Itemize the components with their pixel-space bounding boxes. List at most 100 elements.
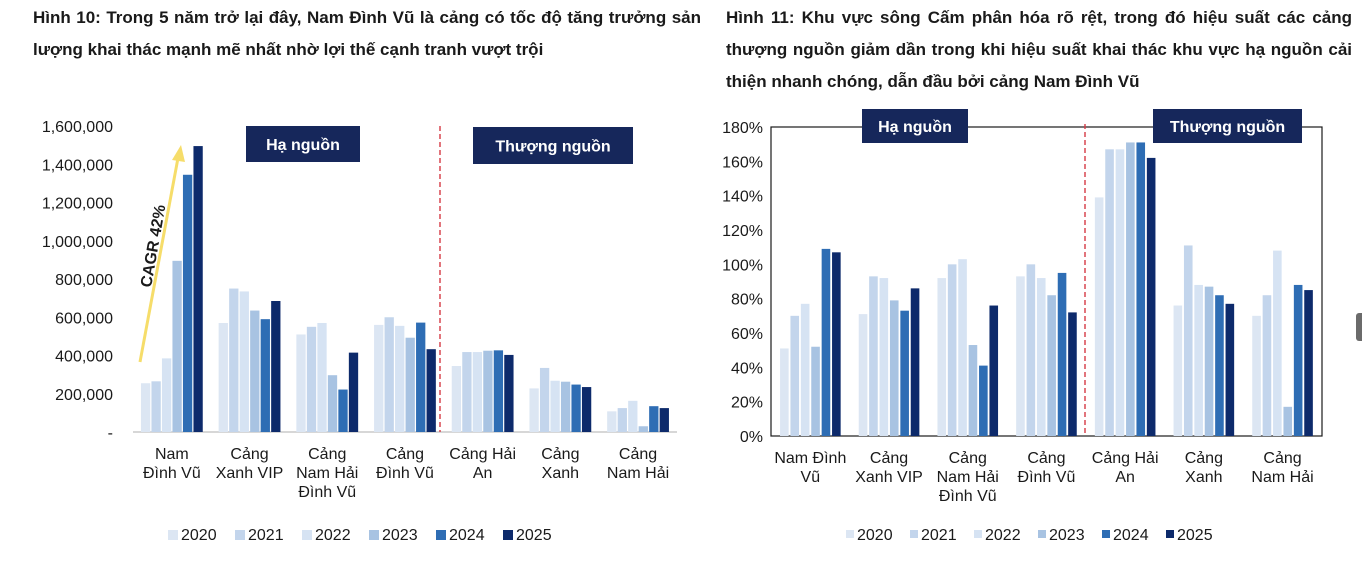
- bar-2020: [451, 366, 462, 432]
- cagr-annotation: CAGR 42%: [138, 203, 169, 288]
- bar-2022: [800, 303, 810, 436]
- bar-2023: [1126, 142, 1135, 436]
- legend-label-2020: 2020: [857, 527, 893, 544]
- bar-2025: [1068, 312, 1077, 436]
- category-label: Cảng: [541, 446, 579, 463]
- bar-2023: [638, 426, 648, 432]
- legend-swatch-2020: [168, 530, 178, 540]
- bar-2022: [1194, 284, 1203, 436]
- legend-label-2025: 2025: [1177, 527, 1213, 544]
- legend-swatch-2021: [910, 530, 918, 538]
- bar-2021: [151, 381, 161, 432]
- bar-2022: [161, 358, 172, 432]
- bar-2022: [879, 278, 889, 436]
- bar-2023: [1047, 295, 1056, 436]
- bar-2020: [140, 383, 151, 432]
- y-tick-label: 1,400,000: [42, 157, 113, 174]
- category-label: Đình Vũ: [376, 465, 434, 482]
- bar-2020: [858, 314, 868, 436]
- bar-2023: [405, 337, 415, 432]
- category-label: Đình Vũ: [1018, 469, 1076, 486]
- bar-2024: [182, 174, 193, 433]
- bar-2022: [1036, 278, 1046, 436]
- bar-2020: [374, 324, 384, 432]
- legend-label-2022: 2022: [985, 527, 1021, 544]
- bar-2020: [780, 348, 789, 436]
- bar-2024: [493, 350, 504, 432]
- bar-2024: [416, 322, 426, 432]
- category-label: Cảng: [949, 450, 987, 467]
- category-label: Cảng: [619, 446, 657, 463]
- bar-2025: [271, 300, 281, 432]
- bar-2025: [659, 408, 669, 432]
- bar-2023: [889, 300, 899, 436]
- bar-2024: [1057, 272, 1067, 436]
- bar-2025: [504, 354, 514, 432]
- bar-2024: [649, 406, 659, 432]
- bar-2020: [1252, 315, 1261, 436]
- legend-swatch-2022: [974, 530, 982, 538]
- bar-2024: [1293, 284, 1303, 436]
- figure-10-title: Hình 10: Trong 5 năm trở lại đây, Nam Đì…: [33, 8, 701, 59]
- bar-2021: [1183, 245, 1193, 436]
- group-label: Thượng nguồn: [1170, 119, 1285, 136]
- legend-label-2024: 2024: [449, 527, 485, 544]
- group-label: Hạ nguồn: [266, 137, 340, 154]
- legend-swatch-2022: [302, 530, 312, 540]
- legend-swatch-2024: [436, 530, 446, 540]
- bar-2025: [1225, 303, 1235, 436]
- bar-2021: [947, 264, 957, 436]
- category-label: Nam Đình: [774, 450, 846, 467]
- legend-swatch-2025: [1166, 530, 1174, 538]
- legend-label-2023: 2023: [382, 527, 418, 544]
- bar-2023: [250, 310, 260, 432]
- legend-swatch-2023: [1038, 530, 1046, 538]
- bar-2020: [1094, 197, 1104, 436]
- legend-label-2023: 2023: [1049, 527, 1085, 544]
- bar-2023: [483, 350, 493, 432]
- category-label: Cảng: [308, 446, 346, 463]
- category-label: Cảng: [1263, 450, 1301, 467]
- group-label-box: [246, 126, 360, 162]
- y-tick-label: 120%: [722, 223, 763, 240]
- group-label-box: [862, 109, 968, 143]
- y-tick-label: 1,200,000: [42, 196, 113, 213]
- y-tick-label: 600,000: [55, 310, 113, 327]
- bar-2022: [317, 322, 327, 432]
- bar-2021: [617, 408, 627, 432]
- bar-2022: [1115, 149, 1125, 437]
- cagr-arrowhead: [172, 145, 185, 162]
- bar-2022: [628, 400, 638, 432]
- category-label: Cảng: [386, 446, 424, 463]
- bar-2020: [937, 278, 947, 436]
- group-label: Hạ nguồn: [878, 119, 952, 136]
- bar-2025: [1146, 157, 1156, 436]
- category-label: Cảng Hải: [449, 446, 516, 463]
- legend-label-2024: 2024: [1113, 527, 1149, 544]
- category-label: Xanh VIP: [855, 469, 923, 486]
- legend-label-2025: 2025: [516, 527, 552, 544]
- figure-11-title: Hình 11: Khu vực sông Cấm phân hóa rõ rệ…: [726, 8, 1352, 91]
- bar-2020: [1016, 276, 1025, 436]
- bar-2025: [832, 252, 841, 436]
- bar-2023: [327, 375, 338, 432]
- y-tick-label: 800,000: [55, 272, 113, 289]
- scrollbar-handle[interactable]: [1356, 313, 1362, 341]
- bar-2020: [296, 334, 306, 432]
- category-label: Cảng: [1027, 450, 1065, 467]
- bar-2021: [306, 326, 317, 432]
- y-tick-label: 100%: [722, 257, 763, 274]
- bar-2020: [218, 322, 228, 432]
- bar-2024: [979, 365, 988, 436]
- y-tick-label: 0%: [740, 429, 763, 446]
- bar-2025: [989, 305, 999, 436]
- bar-2023: [172, 260, 182, 432]
- category-label: Đình Vũ: [939, 488, 997, 505]
- category-label: Cảng Hải: [1092, 450, 1159, 467]
- category-label: An: [1115, 469, 1135, 486]
- bar-2022: [239, 291, 249, 432]
- bar-2024: [260, 319, 270, 432]
- bar-2022: [1273, 250, 1282, 436]
- category-label: Nam: [155, 446, 189, 463]
